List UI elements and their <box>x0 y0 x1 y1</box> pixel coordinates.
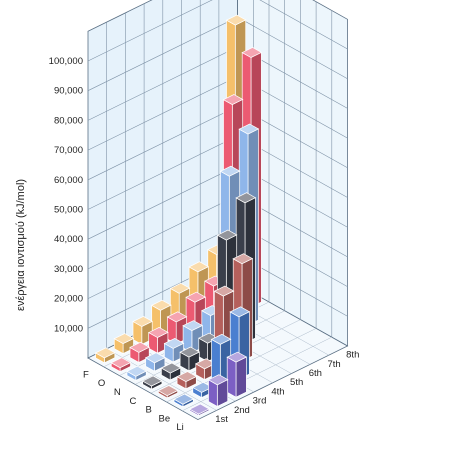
bar-top <box>94 347 116 359</box>
bar-N-1st <box>126 365 147 381</box>
bar-B-1st <box>157 385 179 399</box>
bar-top <box>144 352 166 364</box>
ionization-tick-label: 6th <box>309 368 322 379</box>
bar-top <box>169 282 191 294</box>
bar-Li-1st <box>189 403 210 417</box>
bar-F-2nd <box>113 333 135 355</box>
y-tick-label: 40,000 <box>54 234 83 245</box>
bar-top <box>216 229 238 241</box>
x-tick-label-element: O <box>98 378 105 389</box>
bar-top <box>238 123 260 135</box>
bar-top <box>132 316 153 327</box>
bar-top <box>129 341 150 353</box>
bar-Li-2nd <box>207 374 229 407</box>
x-tick-label-element: Li <box>176 422 183 433</box>
bar-top <box>229 306 251 318</box>
bar-top <box>235 192 257 204</box>
bar-top <box>232 253 254 265</box>
bar-top <box>126 365 147 377</box>
bar-top <box>225 14 247 26</box>
y-tick-label: 100,000 <box>49 56 83 67</box>
ionization-tick-label: 2nd <box>234 405 250 416</box>
bar-top <box>166 311 188 323</box>
bar-O-1st <box>110 357 132 373</box>
bar-side <box>235 356 247 398</box>
bar-top <box>219 165 241 177</box>
bar-top <box>176 371 198 382</box>
bar-top <box>226 351 248 363</box>
bar-top <box>188 261 210 273</box>
bar-N-2nd <box>144 352 166 372</box>
bar-F-1st <box>94 347 116 364</box>
ionization-tick-label: 3rd <box>253 396 267 407</box>
ionization-tick-label: 5th <box>290 377 303 388</box>
bar-top <box>141 375 163 387</box>
y-tick-label: 90,000 <box>54 86 83 97</box>
y-tick-label: 60,000 <box>54 175 83 186</box>
bar-top <box>182 320 204 331</box>
x-tick-label-element: C <box>130 396 137 407</box>
bar-top <box>189 403 210 415</box>
y-tick-label: 30,000 <box>54 264 83 275</box>
bar-top <box>241 47 263 58</box>
bar-top <box>213 285 235 297</box>
x-tick-label-element: N <box>114 387 121 398</box>
bar-top <box>222 94 244 105</box>
bar-C-1st <box>141 375 163 390</box>
ionization-tick-label: 7th <box>327 359 340 370</box>
bar-Be-1st <box>173 393 195 408</box>
bar-O-2nd <box>129 341 150 363</box>
y-tick-label: 10,000 <box>54 323 83 334</box>
y-tick-label: 20,000 <box>54 294 83 305</box>
bar-B-2nd <box>176 371 198 390</box>
chart-bars <box>94 14 263 417</box>
bar-top <box>207 374 229 386</box>
bar-top <box>150 299 172 311</box>
x-tick-label-element: F <box>83 369 89 380</box>
gridline <box>87 0 348 62</box>
bar-top <box>110 357 132 369</box>
y-tick-label: 70,000 <box>54 145 83 156</box>
floor-gridline <box>106 348 217 411</box>
ionization-tick-label: 4th <box>271 386 284 397</box>
x-tick-label-element: Be <box>159 413 171 424</box>
ionization-tick-label: 8th <box>346 350 359 361</box>
ionization-tick-label: 1st <box>215 414 228 425</box>
bar-top <box>163 338 185 349</box>
bar-top <box>173 393 195 405</box>
bar-front <box>226 356 237 398</box>
floor-gridline <box>182 336 332 412</box>
bar-top <box>160 362 182 374</box>
y-tick-label: 80,000 <box>54 115 83 126</box>
bar-top <box>210 333 232 345</box>
bar-top <box>113 333 135 344</box>
chart-labels: 10,000 20,000 30,000 40,000 50,000 60,000 70,0… <box>49 56 360 433</box>
bar-top <box>147 327 169 338</box>
x-tick-label-element: B <box>145 405 151 416</box>
y-axis-title: ενέργεια ιοντισμού (kJ/mol) <box>15 179 27 311</box>
bar-Li-3rd <box>226 351 248 398</box>
bar-top <box>185 291 207 303</box>
y-tick-label: 50,000 <box>54 205 83 216</box>
bar-top <box>157 385 179 397</box>
bar-top <box>179 346 201 358</box>
